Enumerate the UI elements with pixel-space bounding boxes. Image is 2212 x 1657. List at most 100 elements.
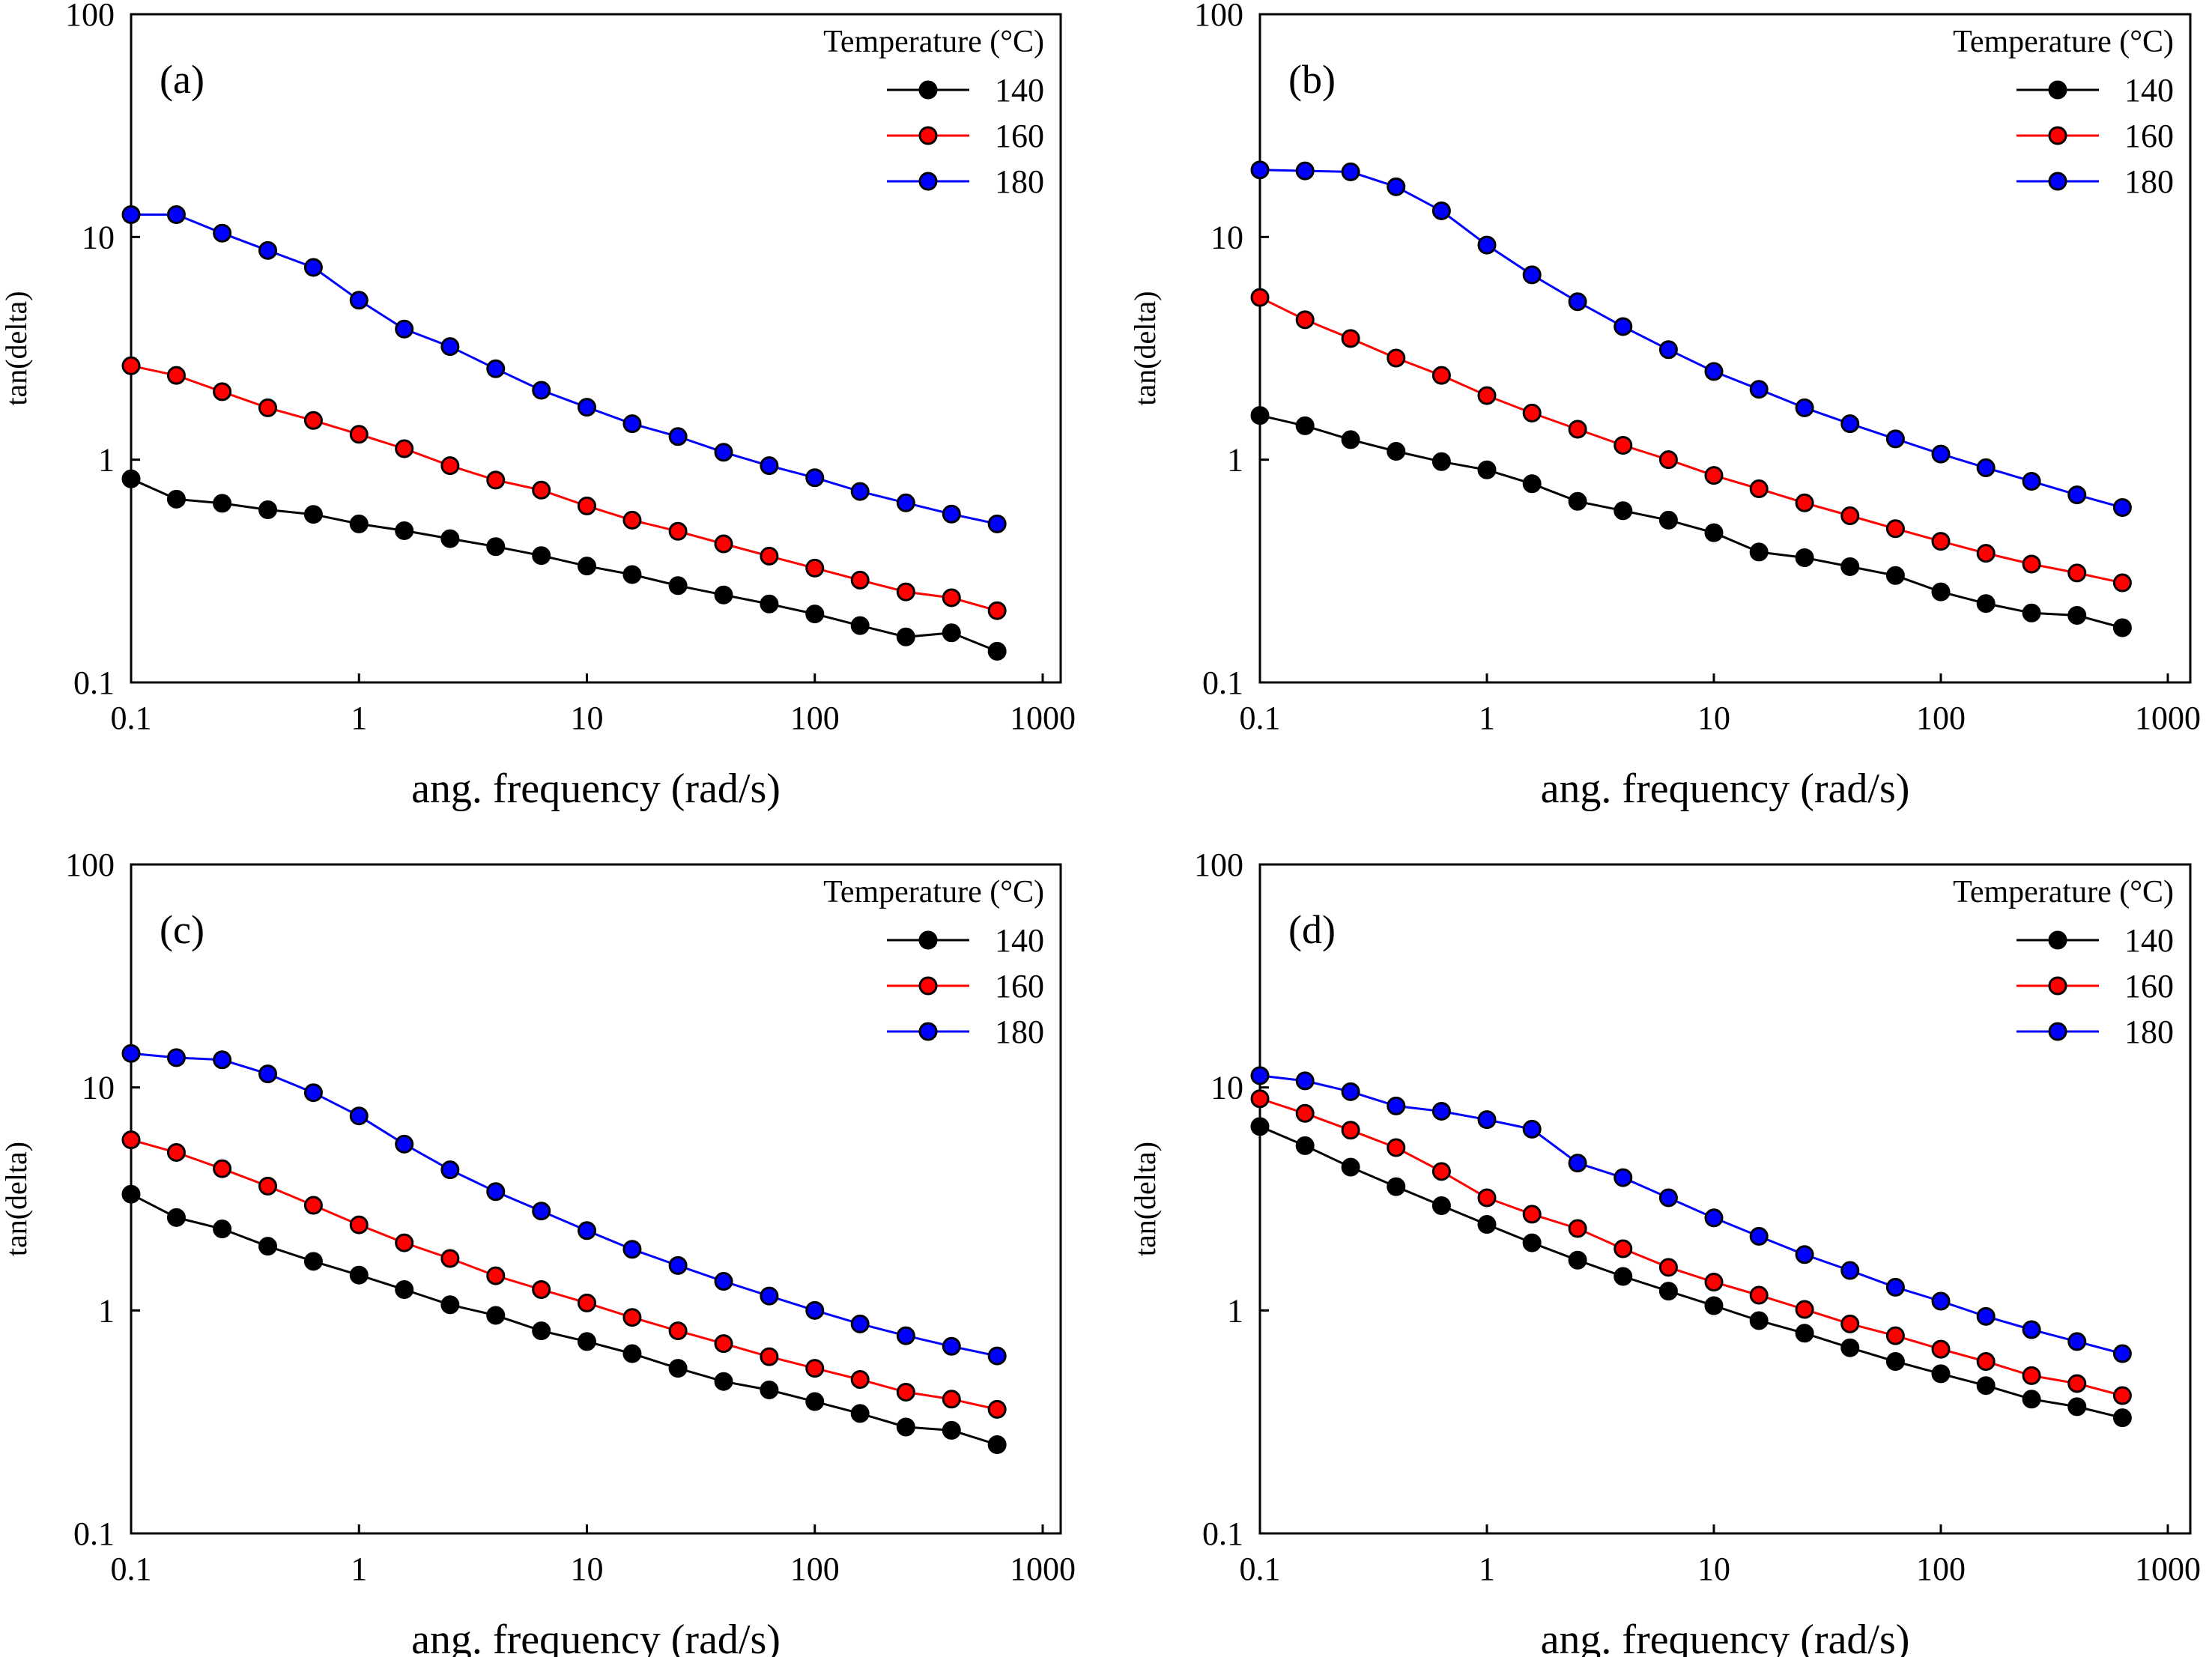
data-point-180 [668,427,688,446]
data-point-180 [1795,1245,1814,1264]
data-point-180 [303,258,323,277]
panel-label: (d) [1288,907,1336,952]
data-point-140 [532,546,551,566]
data-point-180 [1250,1066,1270,1085]
legend: Temperature (°C) 140 160 180 [1953,875,2174,1050]
legend-title: Temperature (°C) [823,875,1044,909]
data-point-160 [532,480,551,500]
legend-entry-180: 180 [2124,1014,2174,1050]
data-point-140 [942,1420,961,1440]
data-point-180 [1976,458,1996,477]
data-point-180 [578,398,596,417]
x-tick-label: 1 [351,1551,367,1587]
data-point-180 [1341,162,1360,181]
data-point-160 [486,470,506,490]
series-180 [121,205,1007,533]
series-180 [1250,1066,2132,1363]
y-tick-label: 1 [1227,442,1243,479]
data-point-140 [1431,452,1451,471]
legend-entry-140: 140 [995,922,1044,959]
data-point-140 [2112,1408,2132,1428]
data-point-180 [1387,177,1406,196]
x-axis-label: ang. frequency (rad/s) [411,766,781,812]
y-tick-label: 100 [65,0,115,33]
data-point-140 [166,1208,186,1227]
series-140 [121,1184,1007,1455]
data-point-160 [1341,1121,1360,1140]
data-point-140 [1477,1215,1497,1235]
data-point-140 [258,500,278,519]
data-point-160 [349,425,369,444]
data-point-140 [486,537,506,557]
data-point-140 [1840,557,1860,576]
data-point-180 [486,359,506,378]
data-point-180 [258,1064,278,1084]
data-point-180 [1749,1226,1769,1246]
series-140 [1250,1117,2132,1428]
x-axis-label: ang. frequency (rad/s) [1541,1617,1910,1657]
x-tick-label: 1 [1479,1551,1495,1587]
data-point-160 [121,1130,141,1150]
legend-marker [2048,930,2067,950]
data-point-180 [1885,429,1905,449]
data-point-160 [714,534,733,554]
data-point-140 [1341,430,1360,449]
data-point-180 [1431,1101,1451,1121]
y-axis-label: tan(delta) [1128,1142,1162,1256]
data-point-160 [987,1399,1007,1419]
data-point-140 [213,494,232,513]
data-point-160 [942,1390,961,1409]
y-tick-label: 0.1 [73,1515,115,1552]
data-point-140 [896,1417,915,1437]
data-point-160 [578,496,596,515]
data-point-180 [213,223,232,243]
data-point-140 [1976,1376,1996,1396]
data-point-180 [760,456,779,476]
data-point-160 [2022,1366,2041,1385]
data-point-160 [1522,1205,1542,1224]
data-point-160 [1658,450,1678,470]
plot-frame [130,863,1062,1535]
data-point-160 [440,1249,460,1268]
data-point-140 [714,585,733,605]
data-point-180 [395,1134,414,1154]
data-point-180 [532,1202,551,1221]
plot-frame [130,13,1062,684]
y-tick-label: 100 [65,846,115,883]
data-point-140 [1931,1364,1951,1384]
data-point-180 [714,443,733,462]
data-point-180 [1704,1208,1724,1228]
series-160 [121,356,1007,620]
data-point-140 [121,1184,141,1204]
data-point-160 [942,588,961,608]
data-point-180 [942,504,961,524]
series-line-160 [1259,296,2123,584]
data-point-180 [349,291,369,310]
data-point-180 [395,319,414,339]
y-tick-label: 10 [82,1070,115,1106]
data-point-140 [896,627,915,646]
data-point-180 [942,1336,961,1356]
series-140 [121,469,1007,661]
data-point-160 [1613,436,1633,455]
data-point-140 [440,529,460,548]
data-point-140 [1568,1250,1587,1270]
data-point-180 [1749,380,1769,399]
data-point-160 [1749,1285,1769,1305]
data-point-140 [1885,1352,1905,1372]
data-point-160 [1795,493,1814,512]
x-tick-label: 0.1 [111,700,152,736]
data-point-180 [1387,1096,1406,1115]
x-tick-label: 10 [571,1551,604,1587]
data-point-160 [349,1215,369,1235]
data-point-140 [1387,442,1406,461]
data-point-160 [1295,310,1315,330]
data-point-160 [2067,1374,2087,1393]
data-point-160 [1431,366,1451,385]
data-point-160 [1613,1239,1633,1258]
legend-marker [2048,126,2067,145]
data-point-160 [1840,506,1860,526]
y-axis-label: tan(delta) [1128,291,1162,405]
data-point-180 [1477,1110,1497,1130]
